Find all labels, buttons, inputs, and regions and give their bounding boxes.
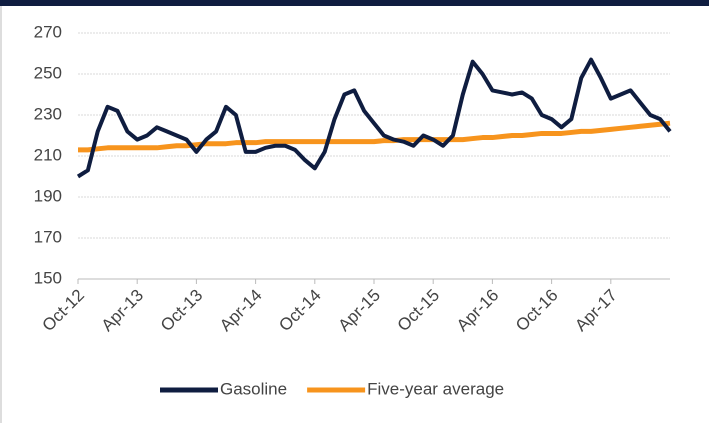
x-tick-label: Oct-14	[275, 286, 325, 336]
x-tick-label: Oct-12	[38, 286, 88, 336]
x-tick-label: Apr-14	[216, 286, 266, 336]
y-tick-label: 230	[34, 104, 62, 123]
y-tick-label: 190	[34, 186, 62, 205]
y-tick-label: 170	[34, 227, 62, 246]
legend-label: Gasoline	[220, 379, 287, 398]
legend-label: Five-year average	[367, 379, 504, 398]
x-tick-label: Apr-13	[98, 286, 148, 336]
x-tick-label: Apr-15	[334, 286, 384, 336]
x-tick-label: Oct-13	[157, 286, 207, 336]
y-tick-label: 210	[34, 145, 62, 164]
x-tick-label: Apr-16	[453, 286, 503, 336]
y-tick-label: 150	[34, 268, 62, 287]
y-tick-label: 250	[34, 63, 62, 82]
x-tick-label: Oct-16	[512, 286, 562, 336]
x-tick-label: Oct-15	[394, 286, 444, 336]
left-border	[0, 6, 2, 423]
y-tick-label: 270	[34, 22, 62, 41]
top-border	[0, 0, 709, 6]
series-line	[76, 57, 672, 179]
x-tick-label: Apr-17	[571, 286, 621, 336]
series-line	[78, 120, 671, 153]
